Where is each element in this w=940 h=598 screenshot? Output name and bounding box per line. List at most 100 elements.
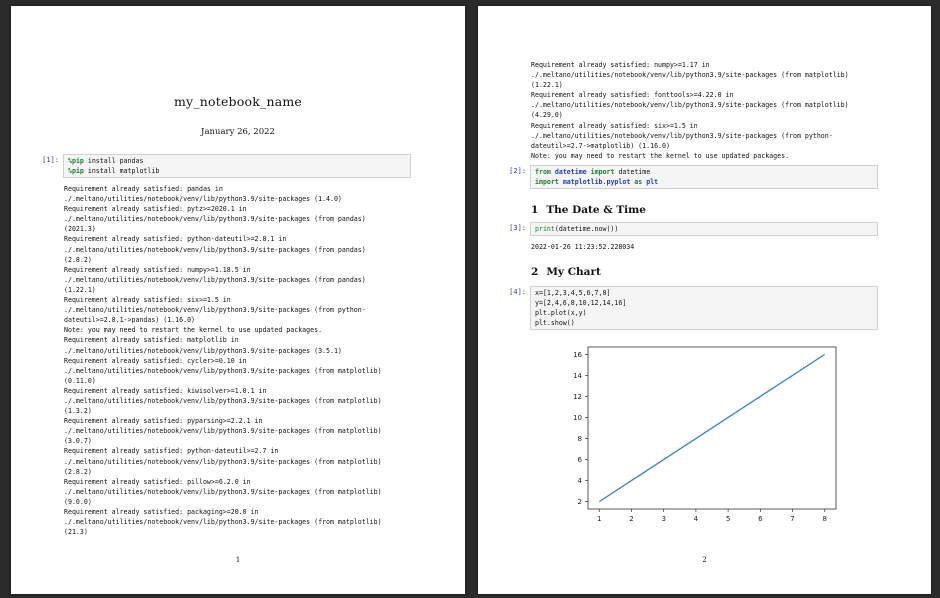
output-line: Requirement already satisfied: matplotli… (64, 336, 239, 345)
section-heading: 1 The Date & Time (531, 204, 646, 216)
output-line: (2021.3) (64, 225, 96, 234)
output-line: (2.8.2) (64, 255, 92, 264)
keyword: import (590, 168, 615, 176)
code-cell-print-date[interactable]: print(datetime.now()) (530, 222, 878, 236)
output-line: ./.meltano/utilities/notebook/venv/lib/p… (64, 306, 366, 315)
page-number: 2 (702, 556, 707, 564)
notebook-page-1: my_notebook_name January 26, 2022 [1]: %… (11, 6, 465, 594)
output-line: ./.meltano/utilities/notebook/venv/lib/p… (64, 275, 366, 284)
output-line: ./.meltano/utilities/notebook/venv/lib/p… (64, 487, 382, 496)
code-line: %pip install matplotlib (68, 166, 406, 176)
code-line: print(datetime.now()) (535, 224, 873, 234)
output-line: Requirement already satisfied: kiwisolve… (64, 386, 267, 395)
output-line: (0.11.0) (64, 376, 96, 385)
code-line: plt.plot(x,y) (535, 309, 587, 317)
output-line: dateutil>=2.8.1->pandas) (1.16.0) (64, 316, 196, 325)
output-line: ./.meltano/utilities/notebook/venv/lib/p… (64, 396, 382, 405)
output-line: Requirement already satisfied: pytz>=202… (64, 205, 247, 214)
output-line: Requirement already satisfied: pillow>=6… (64, 477, 251, 486)
output-line: (3.0.7) (64, 437, 92, 446)
y-tick-label: 14 (573, 372, 582, 380)
output-line: ./.meltano/utilities/notebook/venv/lib/p… (531, 71, 849, 80)
output-line: Requirement already satisfied: cycler>=0… (64, 356, 247, 365)
code-text: install matplotlib (83, 167, 160, 175)
cell-prompt: [2]: (509, 167, 526, 175)
output-line: Requirement already satisfied: python-da… (64, 235, 287, 244)
code-text: install pandas (83, 157, 144, 165)
code-line: %pip install pandas (68, 156, 406, 166)
output-line: (2.8.2) (64, 467, 92, 476)
output-line: Note: you may need to restart the kernel… (64, 326, 323, 335)
builtin-function: print (535, 225, 555, 233)
output-line: (1.22.1) (531, 81, 563, 90)
code-line: import matplotlib.pyplot as plt (535, 177, 873, 187)
output-line: Requirement already satisfied: numpy>=1.… (64, 265, 251, 274)
code-line: from datetime import datetime (535, 167, 873, 177)
output-line: Requirement already satisfied: numpy>=1.… (531, 61, 710, 69)
keyword: import (535, 178, 559, 186)
x-tick-label: 3 (661, 515, 665, 521)
output-line: dateutil>=2.7->matplotlib) (1.16.0) (531, 141, 670, 150)
code-line: y=[2,4,6,8,10,12,14,16] (535, 299, 627, 307)
output-line: (4.29.0) (531, 111, 563, 120)
notebook-title: my_notebook_name (174, 94, 302, 109)
cell-prompt: [3]: (509, 224, 526, 232)
output-line: ./.meltano/utilities/notebook/venv/lib/p… (64, 518, 382, 527)
output-line: (1.22.1) (64, 285, 96, 294)
code-cell-plot[interactable]: x=[1,2,3,4,5,6,7,8] y=[2,4,6,8,10,12,14,… (530, 286, 878, 330)
y-tick-label: 4 (578, 477, 583, 485)
page-number: 1 (235, 556, 241, 564)
output-line: ./.meltano/utilities/notebook/venv/lib/p… (64, 366, 382, 375)
output-line: Note: you may need to restart the kernel… (531, 151, 790, 160)
section-number: 1 (531, 204, 539, 216)
y-tick-label: 6 (578, 456, 583, 464)
cell-prompt: [4]: (509, 288, 526, 296)
x-tick-label: 5 (726, 515, 730, 521)
x-tick-label: 6 (758, 515, 763, 521)
section-title: My Chart (546, 266, 601, 278)
output-line: (9.0.0) (64, 497, 92, 506)
x-tick-label: 2 (629, 515, 633, 521)
y-tick-label: 8 (578, 435, 582, 443)
section-title: The Date & Time (546, 204, 646, 216)
cell-output-pip-continued: Requirement already satisfied: numpy>=1.… (531, 60, 849, 161)
output-line: ./.meltano/utilities/notebook/venv/lib/p… (531, 131, 833, 140)
x-tick-label: 7 (790, 515, 794, 521)
code-text: (datetime.now()) (554, 225, 619, 233)
output-line: ./.meltano/utilities/notebook/venv/lib/p… (64, 245, 366, 254)
module-name: matplotlib.pyplot (562, 178, 631, 186)
code-line: x=[1,2,3,4,5,6,7,8] (535, 289, 611, 297)
alias-name: plt (646, 178, 659, 186)
notebook-date: January 26, 2022 (201, 127, 275, 137)
x-tick-label: 4 (694, 515, 699, 521)
notebook-page-2: Requirement already satisfied: numpy>=1.… (478, 6, 931, 594)
magic-keyword: %pip (68, 157, 84, 165)
output-line: Requirement already satisfied: fonttools… (531, 91, 734, 100)
plot-frame (587, 346, 837, 510)
output-line: ./.meltano/utilities/notebook/venv/lib/p… (64, 215, 366, 224)
output-line: ./.meltano/utilities/notebook/venv/lib/p… (64, 195, 342, 204)
output-line: Requirement already satisfied: python-da… (64, 447, 279, 456)
output-line: Requirement already satisfied: six>=1.5 … (64, 296, 231, 305)
code-cell-imports[interactable]: from datetime import datetime import mat… (530, 165, 878, 189)
output-line: Requirement already satisfied: pyparsing… (64, 417, 263, 426)
cell-prompt: [1]: (42, 156, 59, 164)
y-tick-label: 2 (578, 498, 582, 506)
output-line: ./.meltano/utilities/notebook/venv/lib/p… (531, 101, 849, 110)
section-heading: 2 My Chart (531, 266, 601, 278)
code-line: plt.show() (535, 319, 575, 327)
cell-output-pip: Requirement already satisfied: pandas in… (64, 184, 382, 537)
output-line: ./.meltano/utilities/notebook/venv/lib/p… (64, 427, 382, 436)
output-line: Requirement already satisfied: six>=1.5 … (531, 121, 698, 130)
output-line: (1.3.2) (64, 407, 92, 416)
y-tick-label: 12 (573, 393, 582, 401)
output-line: (21.3) (64, 528, 88, 537)
keyword: from (535, 168, 551, 176)
y-tick-label: 10 (573, 414, 582, 422)
magic-keyword: %pip (68, 167, 84, 175)
output-line: Requirement already satisfied: pandas in (64, 185, 223, 193)
x-tick-label: 1 (597, 515, 601, 521)
module-name: datetime (554, 168, 587, 176)
code-cell-pip-install[interactable]: %pip install pandas %pip install matplot… (63, 154, 411, 178)
